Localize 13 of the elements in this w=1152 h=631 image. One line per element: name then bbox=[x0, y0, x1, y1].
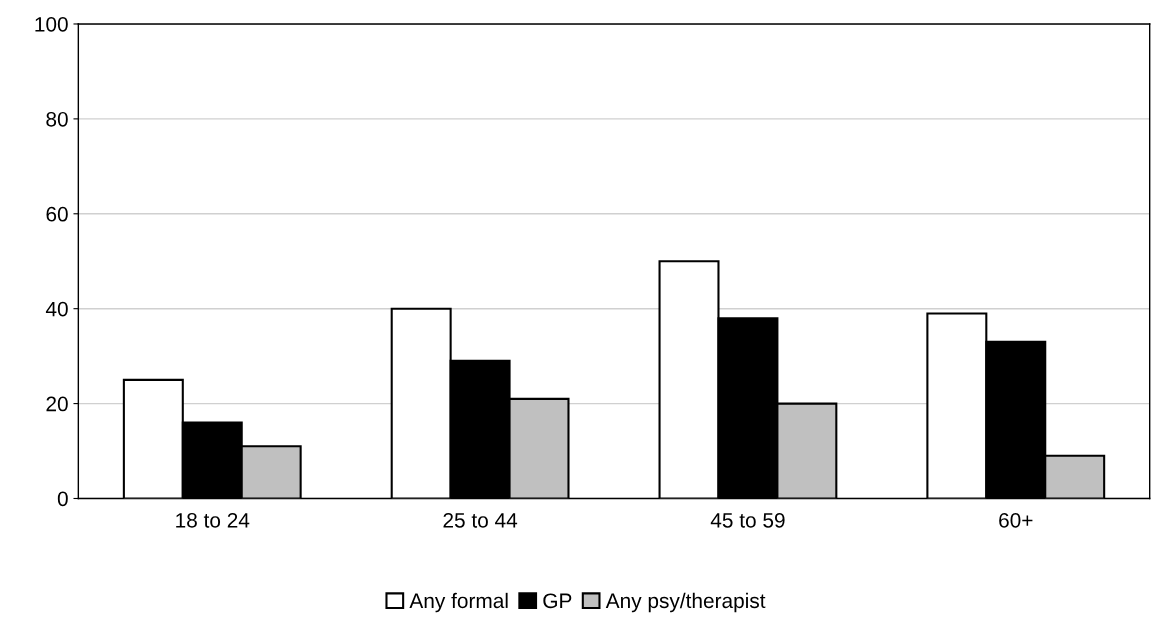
legend-label: Any formal bbox=[409, 592, 508, 613]
y-tick-label: 20 bbox=[46, 396, 68, 412]
y-tick-label: 80 bbox=[46, 111, 68, 127]
legend-label: Any psy/therapist bbox=[605, 592, 766, 613]
x-tick-label: 60+ bbox=[999, 512, 1033, 528]
x-tick-label: 25 to 44 bbox=[443, 512, 518, 528]
legend-label: GP bbox=[543, 593, 572, 609]
x-tick-label: 45 to 59 bbox=[710, 512, 785, 528]
y-tick-label: 100 bbox=[35, 16, 68, 32]
y-tick-label: 0 bbox=[57, 491, 68, 507]
y-tick-label: 40 bbox=[45, 301, 68, 317]
y-tick-label: 60 bbox=[46, 206, 68, 222]
x-tick-label: 18 to 24 bbox=[176, 512, 250, 528]
